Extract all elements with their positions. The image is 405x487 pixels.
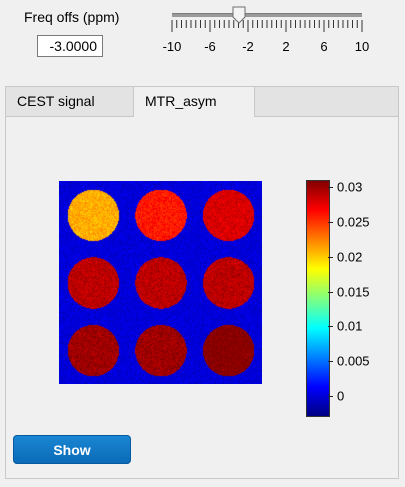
colorbar — [306, 180, 330, 417]
slider-tick-label: 2 — [282, 39, 290, 54]
slider-tick-label: 6 — [320, 39, 328, 54]
tab-strip: CEST signal MTR_asym — [6, 87, 398, 117]
slider-tick-label: -6 — [204, 39, 216, 54]
colorbar-tick-label: 0.03 — [337, 179, 363, 195]
show-button[interactable]: Show — [13, 435, 131, 464]
colorbar-tick — [328, 221, 333, 223]
colorbar-tick-label: 0.02 — [337, 249, 363, 265]
slider-tick-label: -10 — [162, 39, 182, 54]
colorbar-tick — [328, 256, 333, 258]
mtr-asym-map — [59, 181, 262, 384]
colorbar-tick — [328, 361, 333, 363]
colorbar-frame — [306, 180, 330, 417]
colorbar-tick — [328, 326, 333, 328]
colorbar-tick-label: 0.025 — [337, 214, 370, 230]
slider-thumb[interactable] — [232, 6, 246, 24]
colorbar-tick-label: 0.005 — [337, 353, 370, 369]
freq-offset-slider[interactable]: -10 -6 -2 2 6 10 — [163, 6, 369, 54]
slider-tick-label: -2 — [242, 39, 254, 54]
colorbar-tick-label: 0.015 — [337, 284, 370, 300]
colorbar-tick — [328, 396, 333, 398]
colorbar-tick-label: 0.01 — [337, 318, 363, 334]
slider-tick-label: 10 — [354, 39, 370, 54]
freq-offset-label: Freq offs (ppm) — [24, 9, 120, 25]
tab-mtr-asym[interactable]: MTR_asym — [134, 87, 255, 117]
tab-panel: CEST signal MTR_asym 0.03 0.025 0.02 0.015 0… — [5, 86, 399, 479]
slider-ticks — [171, 20, 363, 32]
colorbar-tick — [328, 291, 333, 293]
colorbar-tick-label: 0 — [337, 388, 345, 404]
freq-offset-field[interactable] — [37, 35, 103, 57]
colorbar-tick — [328, 186, 333, 188]
tab-cest-signal[interactable]: CEST signal — [6, 87, 134, 116]
slider-track[interactable] — [172, 13, 362, 17]
